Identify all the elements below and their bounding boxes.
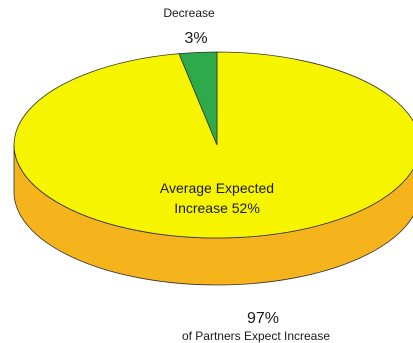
slice-label-decrease: Decrease	[163, 6, 215, 20]
center-annotation-line1: Average Expected	[160, 180, 274, 196]
slice-value-increase: 97%	[247, 310, 279, 327]
center-annotation-line2: Increase 52%	[174, 200, 260, 216]
pie-slice-increase	[13, 51, 413, 239]
pie-slice-decrease	[178, 51, 218, 146]
slice-value-decrease: 3%	[184, 30, 207, 47]
slice-label-increase: of Partners Expect Increase	[182, 329, 330, 343]
